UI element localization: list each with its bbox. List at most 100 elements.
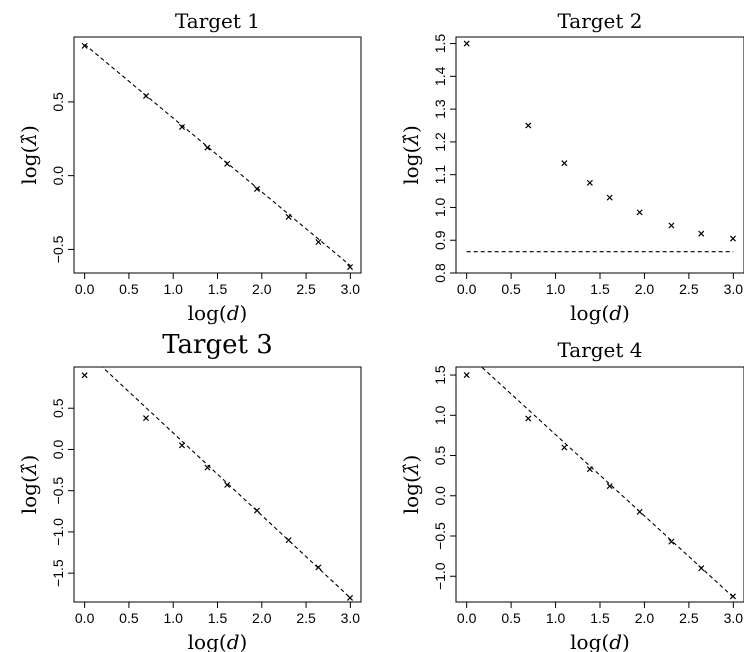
data-point <box>606 483 613 490</box>
x-tick-label: 1.0 <box>163 281 183 297</box>
x-axis-label: log(d) <box>570 301 630 325</box>
data-point <box>586 466 593 473</box>
x-tick-label: 1.5 <box>590 281 610 297</box>
y-tick-label: −0.5 <box>50 235 66 263</box>
y-tick-label: −1.0 <box>432 562 448 590</box>
data-point <box>636 508 643 515</box>
y-tick-label: 0.0 <box>50 166 66 186</box>
x-tick-label: 0.5 <box>501 281 521 297</box>
x-axis-label: log(d) <box>188 630 248 652</box>
data-point <box>606 194 613 201</box>
x-tick-label: 0.0 <box>75 610 95 626</box>
data-point <box>204 144 211 151</box>
x-tick-label: 3.0 <box>341 281 361 297</box>
y-tick-label: −0.5 <box>432 522 448 550</box>
data-point <box>525 415 532 422</box>
data-point <box>81 372 88 379</box>
plot-frame <box>455 36 744 274</box>
data-point <box>698 230 705 237</box>
x-tick-label: 2.5 <box>296 610 316 626</box>
y-tick-label: 0.5 <box>50 398 66 418</box>
reference-line <box>84 43 351 267</box>
y-tick-label: 1.4 <box>432 66 448 86</box>
x-axis-label: log(d) <box>188 301 248 325</box>
data-point <box>463 40 470 47</box>
y-tick-label: 1.5 <box>432 34 448 54</box>
data-point <box>285 213 292 220</box>
data-point <box>668 222 675 229</box>
x-tick-label: 2.0 <box>252 610 272 626</box>
data-point <box>561 160 568 167</box>
data-point <box>668 538 675 545</box>
x-tick-label: 1.0 <box>163 610 183 626</box>
y-tick-label: 1.2 <box>432 132 448 152</box>
x-tick-label: 0.0 <box>75 281 95 297</box>
x-tick-label: 3.0 <box>724 610 744 626</box>
y-tick-label: 1.1 <box>432 165 448 185</box>
y-tick-label: 0.5 <box>432 446 448 466</box>
y-tick-label: 1.3 <box>432 99 448 119</box>
x-tick-label: 1.5 <box>208 610 228 626</box>
data-point <box>586 179 593 186</box>
data-point <box>285 537 292 544</box>
x-axis-label: log(d) <box>570 630 630 652</box>
x-tick-label: 1.5 <box>590 610 610 626</box>
y-axis-label: log(λ̂) <box>17 125 41 185</box>
y-tick-label: 1.5 <box>432 365 448 385</box>
y-axis-label: log(λ̂) <box>17 455 41 515</box>
x-tick-label: 1.0 <box>546 610 566 626</box>
x-tick-label: 2.0 <box>635 281 655 297</box>
panel-4: Target 4 0.0 0.5 1.0 1.5 2.0 2.5 3.0 −1.0 −0.5 0.0… <box>399 338 744 652</box>
panel-title: Target 3 <box>162 330 273 360</box>
panel-title: Target 2 <box>557 9 642 33</box>
panel-3: Target 3 0.0 0.5 1.0 1.5 2.0 2.5 3.0 −1.5 −1.0 −0.… <box>17 330 362 652</box>
data-point <box>224 160 231 167</box>
y-tick-label: 0.9 <box>432 230 448 250</box>
data-point <box>315 239 322 246</box>
data-point <box>346 594 354 601</box>
data-point <box>178 123 186 130</box>
data-point <box>636 209 643 216</box>
y-tick-label: 0.5 <box>50 92 66 112</box>
panel-title: Target 4 <box>557 338 642 362</box>
y-tick-label: 0.8 <box>432 263 448 283</box>
data-point <box>81 42 88 49</box>
x-tick-label: 3.0 <box>724 281 744 297</box>
data-point <box>729 235 737 242</box>
x-tick-label: 2.5 <box>679 281 699 297</box>
data-point <box>204 464 211 471</box>
x-tick-label: 0.5 <box>119 281 139 297</box>
data-point <box>178 442 186 449</box>
panel-2: Target 2 0.0 0.5 1.0 1.5 2.0 2.5 3.0 0.8 0.9 1.0 1.… <box>399 9 744 325</box>
panel-title: Target 1 <box>175 9 260 33</box>
x-tick-label: 0.5 <box>501 610 521 626</box>
x-tick-label: 3.0 <box>341 610 361 626</box>
x-tick-label: 2.0 <box>635 610 655 626</box>
data-point <box>142 92 150 100</box>
data-point <box>729 593 737 600</box>
y-axis-label: log(λ̂) <box>399 125 423 185</box>
y-tick-label: 1.0 <box>432 405 448 425</box>
y-tick-label: −1.0 <box>50 518 66 546</box>
data-point <box>346 264 354 271</box>
data-point <box>525 122 532 129</box>
data-point <box>315 564 322 571</box>
y-tick-label: −0.5 <box>50 477 66 505</box>
y-tick-label: −1.5 <box>50 559 66 587</box>
data-point <box>698 565 705 572</box>
data-point <box>253 507 261 514</box>
y-tick-label: 0.0 <box>50 440 66 460</box>
y-tick-label: 1.0 <box>432 198 448 218</box>
x-tick-label: 0.0 <box>457 610 477 626</box>
data-point <box>561 444 568 451</box>
plot-frame <box>73 36 362 274</box>
x-tick-label: 1.0 <box>546 281 566 297</box>
y-tick-label: 0.0 <box>432 486 448 506</box>
y-axis-label: log(λ̂) <box>399 455 423 515</box>
x-tick-label: 1.5 <box>208 281 228 297</box>
x-tick-label: 2.0 <box>252 281 272 297</box>
x-tick-label: 2.5 <box>679 610 699 626</box>
x-tick-label: 2.5 <box>296 281 316 297</box>
reference-line <box>101 367 351 599</box>
data-point <box>253 185 261 192</box>
